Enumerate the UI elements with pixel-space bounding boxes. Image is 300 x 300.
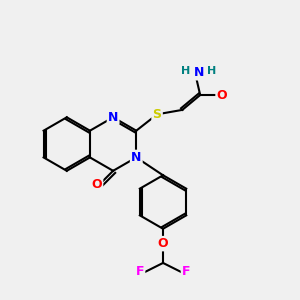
Text: N: N — [131, 151, 142, 164]
Text: O: O — [158, 237, 168, 250]
Text: H: H — [181, 66, 190, 76]
Text: N: N — [194, 66, 204, 79]
Text: F: F — [182, 266, 190, 278]
Text: O: O — [92, 178, 102, 191]
Text: O: O — [217, 88, 227, 101]
Text: S: S — [153, 108, 162, 121]
Text: N: N — [108, 111, 118, 124]
Text: F: F — [136, 266, 144, 278]
Text: H: H — [207, 66, 217, 76]
